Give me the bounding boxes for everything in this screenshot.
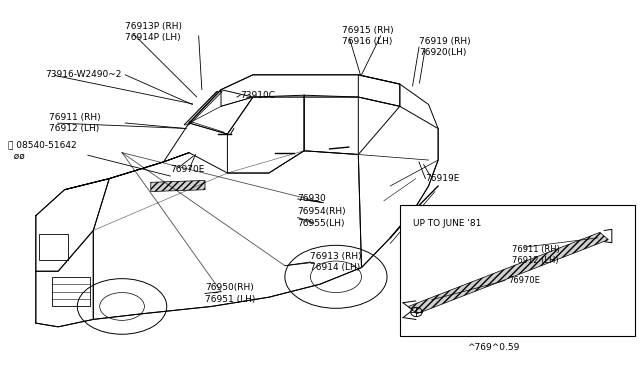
Polygon shape <box>408 232 609 314</box>
Text: 76913 (RH)
76914 (LH): 76913 (RH) 76914 (LH) <box>310 252 362 272</box>
Polygon shape <box>184 92 222 125</box>
Text: 76915 (RH)
76916 (LH): 76915 (RH) 76916 (LH) <box>342 26 394 46</box>
Text: 76950(RH)
76951 (LH): 76950(RH) 76951 (LH) <box>205 283 255 304</box>
Text: 76911 (RH)
76912 (LH): 76911 (RH) 76912 (LH) <box>511 244 559 264</box>
Text: ^769^0.59: ^769^0.59 <box>467 343 519 352</box>
Text: Ⓢ 08540-51642
  øø: Ⓢ 08540-51642 øø <box>8 141 77 161</box>
Text: 76919 (RH)
76920(LH): 76919 (RH) 76920(LH) <box>419 37 470 57</box>
Text: 76911 (RH)
76912 (LH): 76911 (RH) 76912 (LH) <box>49 113 100 133</box>
Polygon shape <box>151 180 205 192</box>
Text: 73910C: 73910C <box>240 91 275 100</box>
Text: 76913P (RH)
76914P (LH): 76913P (RH) 76914P (LH) <box>125 22 182 42</box>
Bar <box>39 234 68 260</box>
Text: 76930: 76930 <box>298 195 326 203</box>
Text: 73916-W2490~2: 73916-W2490~2 <box>45 70 122 79</box>
Bar <box>400 205 635 336</box>
Text: 76970E: 76970E <box>170 165 204 174</box>
Text: 76970E: 76970E <box>508 276 540 285</box>
Text: 76954(RH)
76955(LH): 76954(RH) 76955(LH) <box>298 208 346 228</box>
Text: 76919E: 76919E <box>426 174 460 183</box>
Text: UP TO JUNE '81: UP TO JUNE '81 <box>413 219 481 228</box>
Bar <box>52 277 90 307</box>
